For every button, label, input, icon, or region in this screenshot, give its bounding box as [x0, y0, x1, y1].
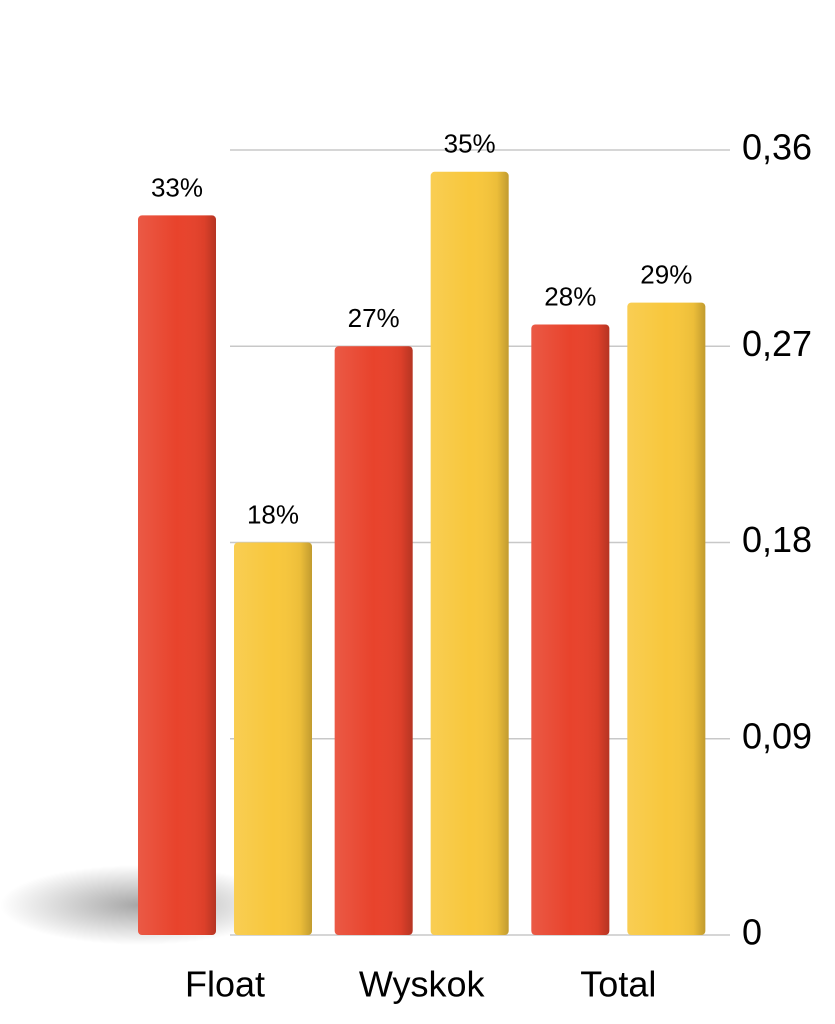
bar-shade — [627, 302, 706, 935]
x-tick-label: Total — [580, 964, 656, 1005]
bar-shade — [138, 215, 216, 935]
y-tick-label: 0,27 — [742, 323, 812, 364]
y-tick-label: 0,36 — [742, 127, 812, 168]
y-tick-label: 0,09 — [742, 715, 812, 756]
bar-shade — [531, 324, 610, 935]
x-tick-label: Wyskok — [359, 964, 486, 1005]
value-label: 27% — [348, 303, 400, 333]
bar-shade — [430, 171, 509, 936]
x-tick-label: Float — [185, 964, 265, 1005]
value-label: 28% — [544, 281, 596, 311]
y-tick-label: 0 — [742, 912, 762, 953]
value-label: 18% — [247, 499, 299, 529]
value-label: 33% — [151, 172, 203, 202]
bar-shade — [334, 346, 413, 935]
bar-shade — [234, 542, 312, 935]
y-tick-label: 0,18 — [742, 519, 812, 560]
value-label: 29% — [640, 260, 692, 290]
value-label: 35% — [444, 129, 496, 159]
